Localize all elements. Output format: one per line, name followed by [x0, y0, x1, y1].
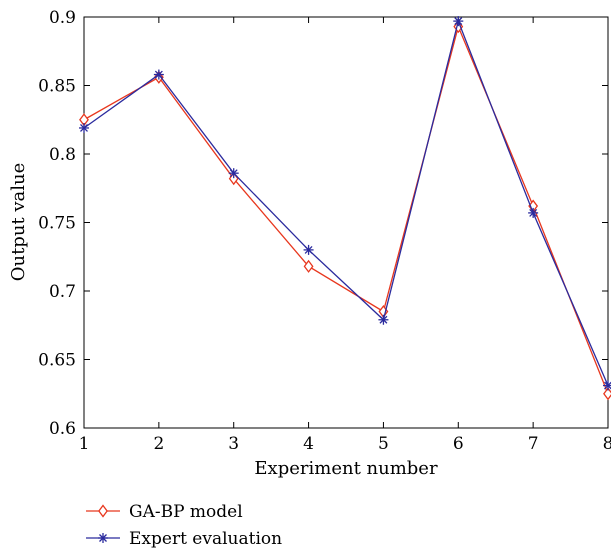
y-tick-label: 0.85	[38, 77, 76, 97]
data-point	[303, 259, 314, 273]
data-point	[603, 380, 611, 391]
asterisk-stroke	[304, 245, 313, 254]
x-axis: 1 2 3 4 5 6 7 8	[79, 17, 611, 454]
asterisk-stroke	[229, 169, 238, 178]
asterisk-stroke	[80, 124, 88, 132]
x-tick-label: 4	[303, 434, 314, 454]
x-tick-label: 5	[378, 434, 389, 454]
series-layer	[79, 16, 611, 401]
data-point	[528, 207, 539, 218]
data-point	[228, 168, 239, 179]
legend-label-1: GA-BP model	[129, 502, 243, 522]
x-axis-label: Experiment number	[254, 458, 438, 479]
x-tick-label: 8	[603, 434, 611, 454]
series-line-2	[83, 18, 609, 386]
legend-marker-1	[98, 504, 108, 518]
y-tick-label: 0.6	[49, 419, 76, 439]
y-tick-label: 0.9	[49, 8, 76, 28]
x-tick-label: 7	[528, 434, 539, 454]
asterisk-stroke	[379, 315, 388, 324]
asterisk-stroke	[454, 17, 463, 26]
y-axis-label: Output value	[8, 163, 29, 282]
series-line-1	[83, 24, 609, 394]
x-tick-label: 2	[153, 434, 164, 454]
data-point	[303, 244, 314, 255]
asterisk-stroke	[99, 534, 107, 542]
asterisk-stroke	[604, 381, 611, 390]
y-tick-label: 0.65	[38, 351, 76, 371]
x-tick-label: 6	[453, 434, 464, 454]
legend: GA-BP model Expert evaluation	[86, 502, 282, 549]
asterisk-stroke	[529, 208, 538, 217]
legend-label-2: Expert evaluation	[129, 529, 282, 549]
x-tick-label: 1	[79, 434, 90, 454]
y-axis: 0.6 0.65 0.7 0.75 0.8 0.85 0.9	[38, 8, 608, 439]
plot-area	[83, 16, 609, 429]
data-point	[378, 314, 389, 325]
y-tick-label: 0.75	[38, 214, 76, 234]
y-tick-label: 0.7	[49, 282, 76, 302]
legend-marker-2	[98, 533, 108, 543]
data-point	[453, 16, 464, 27]
data-point	[153, 69, 164, 80]
y-tick-label: 0.8	[49, 145, 76, 165]
x-tick-label: 3	[228, 434, 239, 454]
asterisk-stroke	[154, 70, 163, 79]
data-point	[79, 122, 89, 133]
